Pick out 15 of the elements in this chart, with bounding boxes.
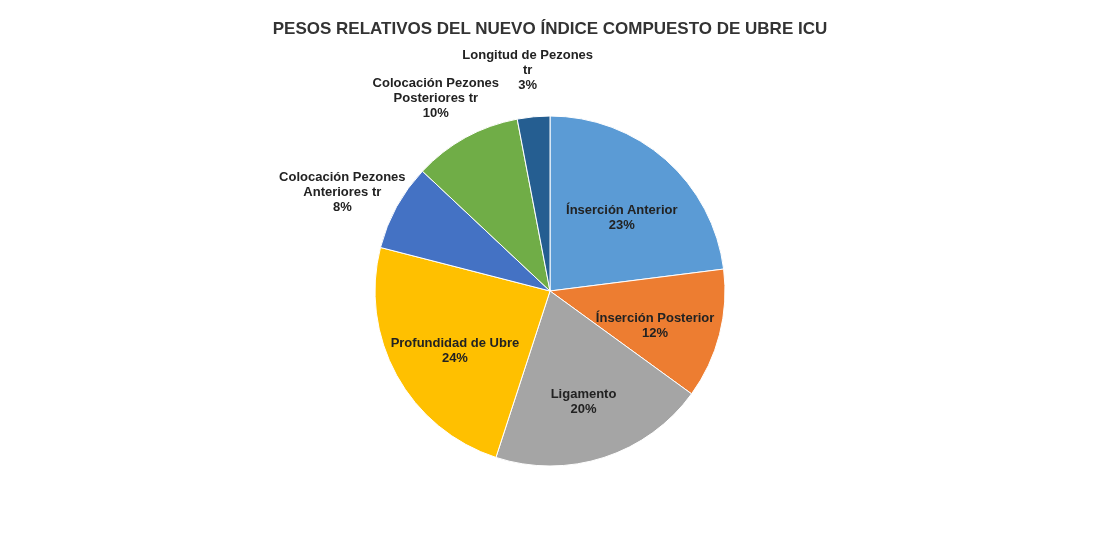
data-label: 24%	[441, 350, 469, 366]
data-label: 20%	[570, 401, 597, 417]
slice-label: Colocación Pezones Posteriores tr	[372, 75, 500, 106]
slice-label: Colocación Pezones Anteriores tr	[279, 168, 406, 199]
data-label: 12%	[642, 324, 669, 340]
slice-label: Profundidad de Ubre	[390, 335, 520, 351]
data-label: 3%	[518, 77, 538, 93]
data-label: 8%	[332, 198, 353, 214]
chart-title: PESOS RELATIVOS DEL NUEVO ÍNDICE COMPUESTO DE UBRE ICU	[272, 19, 828, 38]
slice-label: Ligamento	[550, 386, 617, 402]
slice-label: Longitud de Pezones tr	[462, 47, 594, 78]
data-label: 23%	[608, 216, 636, 232]
data-label: 10%	[422, 105, 450, 121]
slice-label: Ínserción Anterior	[566, 201, 678, 217]
slice-label: Ínserción Posterior	[595, 309, 715, 325]
